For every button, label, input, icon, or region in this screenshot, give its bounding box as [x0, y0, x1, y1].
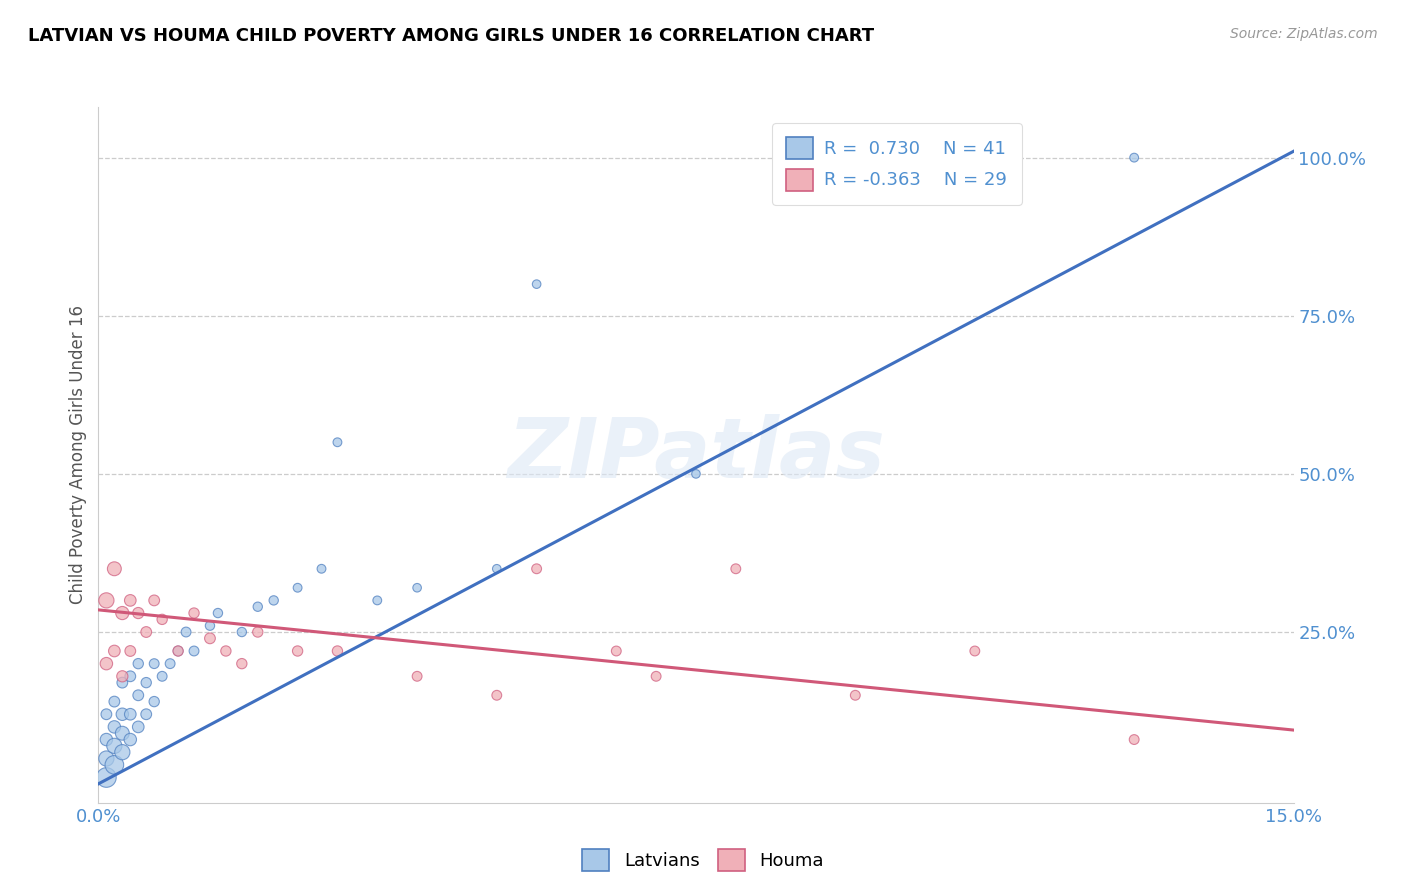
Point: [326, 644, 349, 658]
Point: [167, 644, 190, 658]
Point: [231, 657, 253, 671]
Point: [135, 625, 157, 640]
Point: [724, 562, 747, 576]
Point: [143, 593, 166, 607]
Point: [96, 751, 118, 765]
Point: [183, 644, 205, 658]
Point: [143, 695, 166, 709]
Point: [287, 644, 309, 658]
Point: [526, 277, 548, 292]
Point: [174, 625, 197, 640]
Point: [120, 669, 142, 683]
Point: [1123, 151, 1146, 165]
Point: [111, 606, 134, 620]
Point: [111, 675, 134, 690]
Point: [103, 562, 125, 576]
Point: [96, 593, 118, 607]
Point: [96, 771, 118, 785]
Point: [150, 669, 173, 683]
Text: Source: ZipAtlas.com: Source: ZipAtlas.com: [1230, 27, 1378, 41]
Point: [96, 657, 118, 671]
Point: [120, 732, 142, 747]
Point: [485, 688, 508, 702]
Point: [159, 657, 181, 671]
Text: ZIPatlas: ZIPatlas: [508, 415, 884, 495]
Point: [127, 606, 149, 620]
Point: [111, 745, 134, 759]
Point: [231, 625, 253, 640]
Point: [645, 669, 668, 683]
Point: [311, 562, 333, 576]
Point: [127, 720, 149, 734]
Point: [685, 467, 707, 481]
Point: [366, 593, 388, 607]
Point: [605, 644, 627, 658]
Legend: R =  0.730    N = 41, R = -0.363    N = 29: R = 0.730 N = 41, R = -0.363 N = 29: [772, 123, 1022, 205]
Point: [167, 644, 190, 658]
Legend: Latvians, Houma: Latvians, Houma: [575, 842, 831, 879]
Point: [120, 707, 142, 722]
Point: [526, 562, 548, 576]
Point: [111, 707, 134, 722]
Point: [120, 644, 142, 658]
Point: [246, 599, 269, 614]
Point: [246, 625, 269, 640]
Point: [198, 618, 221, 632]
Y-axis label: Child Poverty Among Girls Under 16: Child Poverty Among Girls Under 16: [69, 305, 87, 605]
Point: [111, 669, 134, 683]
Point: [963, 644, 986, 658]
Point: [198, 632, 221, 646]
Point: [96, 707, 118, 722]
Point: [183, 606, 205, 620]
Point: [103, 720, 125, 734]
Point: [207, 606, 229, 620]
Point: [135, 707, 157, 722]
Point: [1123, 732, 1146, 747]
Point: [406, 581, 429, 595]
Point: [120, 593, 142, 607]
Point: [406, 669, 429, 683]
Point: [103, 644, 125, 658]
Point: [143, 657, 166, 671]
Point: [103, 757, 125, 772]
Point: [485, 562, 508, 576]
Text: LATVIAN VS HOUMA CHILD POVERTY AMONG GIRLS UNDER 16 CORRELATION CHART: LATVIAN VS HOUMA CHILD POVERTY AMONG GIR…: [28, 27, 875, 45]
Point: [287, 581, 309, 595]
Point: [127, 688, 149, 702]
Point: [150, 612, 173, 626]
Point: [111, 726, 134, 740]
Point: [96, 732, 118, 747]
Point: [103, 739, 125, 753]
Point: [215, 644, 238, 658]
Point: [263, 593, 285, 607]
Point: [103, 695, 125, 709]
Point: [326, 435, 349, 450]
Point: [127, 657, 149, 671]
Point: [844, 688, 866, 702]
Point: [135, 675, 157, 690]
